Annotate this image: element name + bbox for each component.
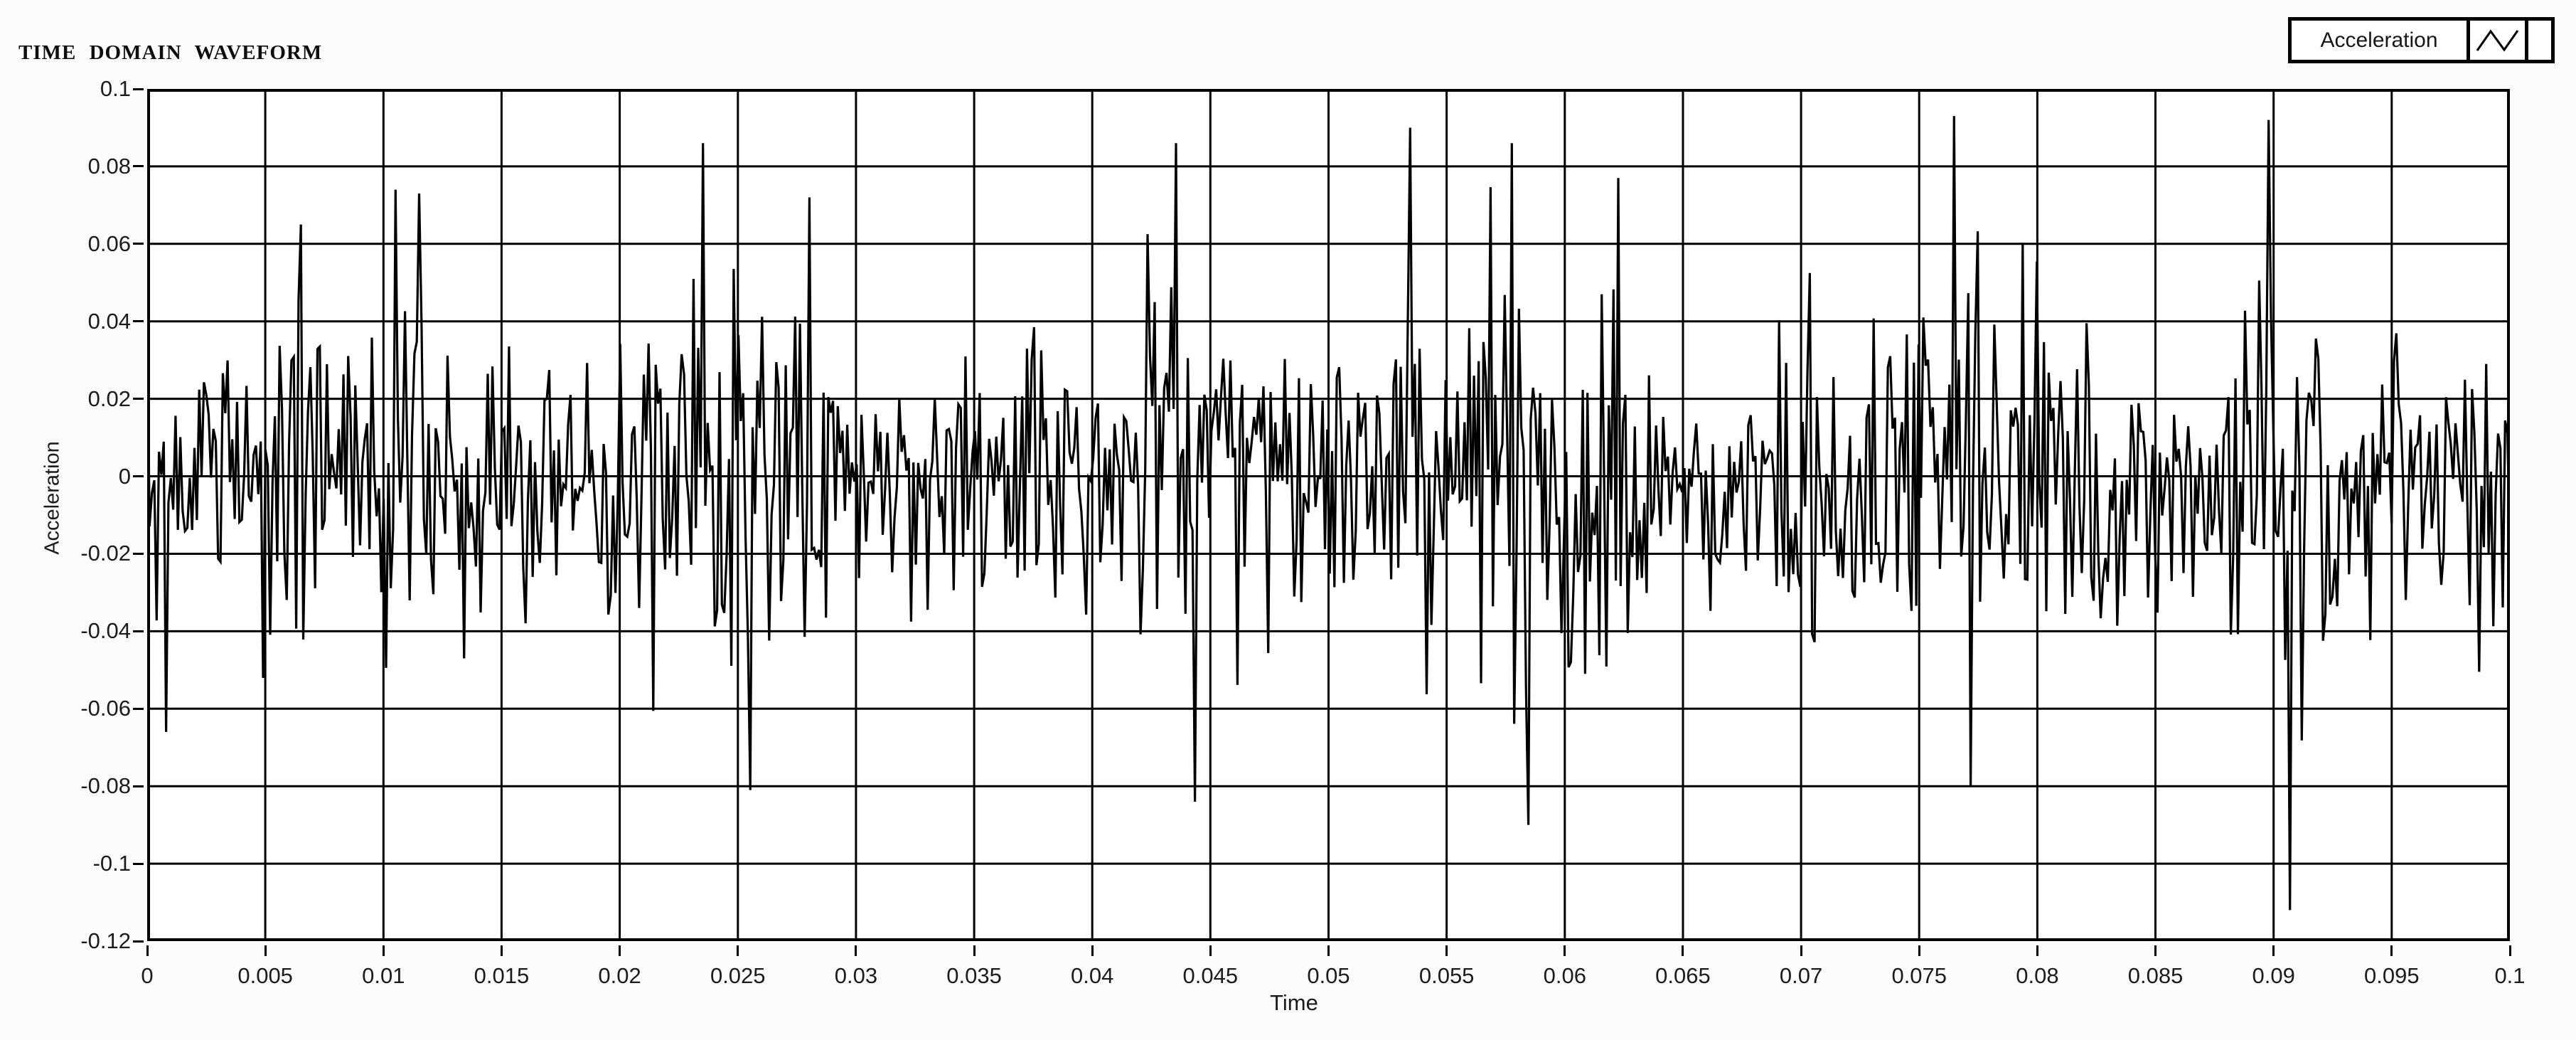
y-tick-label: 0.08: [87, 153, 131, 179]
x-tick-mark: [1918, 945, 1920, 956]
x-tick-mark: [1209, 945, 1212, 956]
y-tick-label: 0.04: [87, 308, 131, 334]
x-tick-mark: [855, 945, 857, 956]
x-tick-label: 0.055: [1418, 963, 1475, 988]
x-tick-mark: [2508, 945, 2511, 956]
x-tick-mark: [973, 945, 976, 956]
x-tick-mark: [1800, 945, 1802, 956]
y-tick-label: -0.02: [80, 541, 131, 566]
x-tick-mark: [264, 945, 267, 956]
y-tick-mark: [133, 552, 144, 555]
y-tick-mark: [133, 475, 144, 478]
x-tick-label: 0.05: [1307, 963, 1350, 988]
y-tick-label: -0.08: [80, 773, 131, 799]
x-tick-mark: [1564, 945, 1566, 956]
x-tick-mark: [1327, 945, 1330, 956]
x-tick-mark: [1445, 945, 1448, 956]
y-axis-title: Acceleration: [41, 441, 64, 555]
x-tick-mark: [2036, 945, 2038, 956]
x-tick-label: 0.02: [598, 963, 641, 988]
x-tick-label: 0.015: [474, 963, 530, 988]
x-tick-label: 0.1: [2494, 963, 2526, 988]
y-tick-label: -0.12: [80, 928, 131, 953]
x-tick-label: 0.045: [1182, 963, 1239, 988]
y-tick-mark: [133, 785, 144, 787]
x-tick-mark: [146, 945, 149, 956]
y-tick-label: 0.1: [100, 76, 131, 101]
waveform-plot-svg: [146, 89, 2511, 941]
x-tick-mark: [2272, 945, 2275, 956]
plot-legend[interactable]: Acceleration: [2288, 17, 2555, 63]
x-tick-label: 0.08: [2016, 963, 2059, 988]
y-tick-label: -0.04: [80, 618, 131, 644]
y-tick-mark: [133, 862, 144, 865]
x-tick-mark: [737, 945, 739, 956]
x-tick-mark: [619, 945, 621, 956]
x-tick-label: 0.075: [1891, 963, 1947, 988]
y-tick-mark: [133, 320, 144, 323]
x-tick-mark: [1091, 945, 1094, 956]
y-tick-label: 0.06: [87, 230, 131, 256]
y-tick-mark: [133, 940, 144, 943]
x-tick-mark: [2154, 945, 2157, 956]
x-tick-label: 0.025: [710, 963, 766, 988]
x-tick-label: 0: [141, 963, 154, 988]
x-tick-label: 0.095: [2364, 963, 2420, 988]
x-tick-label: 0.04: [1071, 963, 1114, 988]
chart-title: TIME DOMAIN WAVEFORM: [18, 41, 323, 64]
y-tick-label: -0.06: [80, 696, 131, 721]
x-tick-mark: [382, 945, 385, 956]
y-tick-mark: [133, 243, 144, 245]
y-tick-label: -0.1: [92, 851, 131, 876]
legend-plot-name: Acceleration: [2292, 21, 2467, 60]
y-tick-mark: [133, 165, 144, 168]
x-tick-label: 0.085: [2127, 963, 2184, 988]
legend-spacer-cell: [2528, 21, 2551, 60]
plot-frame: [147, 89, 2510, 941]
x-tick-mark: [1682, 945, 1684, 956]
y-tick-mark: [133, 87, 144, 90]
zigzag-line-icon: [2476, 28, 2518, 52]
y-tick-mark: [133, 707, 144, 710]
legend-line-style-cell[interactable]: [2470, 21, 2525, 60]
x-tick-label: 0.065: [1655, 963, 1711, 988]
x-tick-label: 0.035: [946, 963, 1002, 988]
x-tick-label: 0.07: [1779, 963, 1823, 988]
y-tick-mark: [133, 398, 144, 400]
y-tick-label: 0: [118, 463, 131, 489]
x-tick-label: 0.09: [2252, 963, 2295, 988]
x-tick-label: 0.01: [362, 963, 405, 988]
y-tick-label: 0.02: [87, 386, 131, 411]
plot-area: [146, 89, 2511, 941]
x-tick-label: 0.03: [834, 963, 878, 988]
y-tick-mark: [133, 630, 144, 632]
x-axis-title: Time: [1270, 990, 1318, 1015]
x-tick-label: 0.005: [237, 963, 293, 988]
x-tick-mark: [500, 945, 503, 956]
x-tick-label: 0.06: [1543, 963, 1586, 988]
acceleration-waveform: [146, 116, 2511, 911]
x-tick-mark: [2390, 945, 2393, 956]
